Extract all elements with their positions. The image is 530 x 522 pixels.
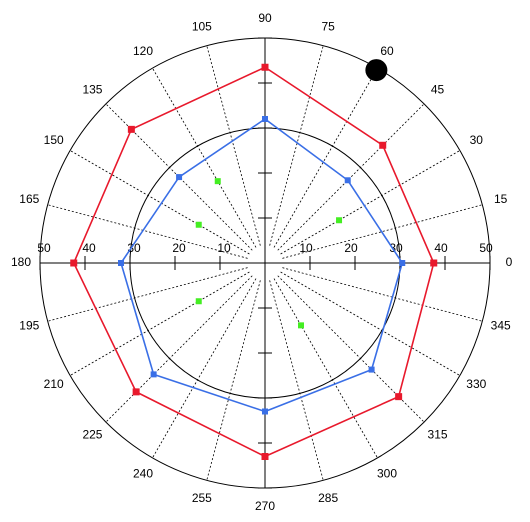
spoke [282,204,483,259]
marker [195,221,202,228]
marker [150,371,157,378]
marker [298,322,304,329]
spoke [280,271,461,376]
angle-label: 150 [44,133,64,147]
spoke [69,150,250,255]
marker [261,63,269,71]
marker [395,393,403,401]
marker [262,116,268,122]
marker [261,453,269,460]
marker [399,260,406,266]
marker [336,217,343,224]
angle-label: 75 [321,19,335,33]
angle-label: 240 [133,466,153,480]
angle-label: 45 [431,83,445,97]
spoke [280,150,461,255]
angle-label: 330 [466,377,486,391]
spoke [277,103,425,251]
angle-label: 300 [377,466,397,480]
r-tick-label: 30 [127,241,141,255]
series-line [120,118,404,413]
angle-label: 60 [380,44,394,58]
angle-label: 15 [494,192,508,206]
marker [430,259,438,267]
marker [214,178,221,185]
angle-label: 105 [192,19,212,33]
spoke [206,280,261,481]
marker [176,174,183,181]
spoke [269,45,324,246]
r-tick-label: 10 [299,241,313,255]
spoke [277,275,425,423]
angle-label: 285 [318,491,338,505]
marker [344,177,351,184]
spoke [269,280,324,481]
r-tick-label: 30 [389,241,403,255]
spoke [47,204,248,259]
marker [118,260,124,266]
marker [365,59,388,82]
marker [379,141,387,149]
r-tick-label: 50 [37,241,51,255]
angle-label: 180 [11,255,31,269]
r-tick-label: 50 [479,241,493,255]
angle-label: 225 [82,428,102,442]
spoke [282,267,483,322]
spoke [273,278,378,459]
angle-label: 30 [470,133,484,147]
angle-label: 120 [133,44,153,58]
angle-label: 255 [192,491,212,505]
angle-label: 270 [255,499,275,513]
angle-label: 315 [428,428,448,442]
angle-label: 195 [19,318,39,332]
spoke [152,278,257,459]
spoke [105,275,253,423]
marker [132,388,140,396]
angle-label: 345 [491,318,511,332]
r-tick-label: 10 [217,241,231,255]
spoke [69,271,250,376]
spoke [206,45,261,246]
marker [70,259,78,267]
spoke [152,67,257,248]
marker [127,125,135,133]
r-tick-label: 20 [344,241,358,255]
angle-label: 210 [44,377,64,391]
angle-label: 165 [19,192,39,206]
angle-label: 90 [258,11,272,25]
marker [368,366,375,373]
r-tick-label: 40 [434,241,448,255]
r-tick-label: 20 [172,241,186,255]
angle-label: 135 [82,83,102,97]
spoke [273,67,378,248]
spoke [47,267,248,322]
marker [262,408,268,415]
angle-label: 0 [506,255,513,269]
marker [195,298,202,305]
r-tick-label: 40 [82,241,96,255]
